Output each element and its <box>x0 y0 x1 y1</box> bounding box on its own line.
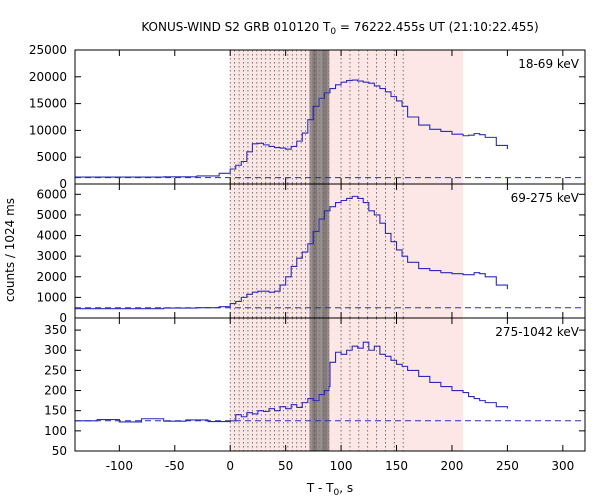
x-tick-label: 200 <box>441 459 464 473</box>
y-tick-label: 200 <box>44 384 67 398</box>
x-tick-label: 50 <box>278 459 293 473</box>
y-tick-label: 6000 <box>36 187 67 201</box>
x-tick-label: 100 <box>330 459 353 473</box>
x-tick-label: 150 <box>385 459 408 473</box>
shaded-interval <box>230 184 464 318</box>
x-tick-label: 0 <box>226 459 234 473</box>
chart-title: KONUS-WIND S2 GRB 010120 T0 = 76222.455s… <box>141 20 538 37</box>
x-tick-label: 250 <box>496 459 519 473</box>
x-axis-label: T - T0, s <box>306 481 353 498</box>
x-tick-label: -100 <box>106 459 133 473</box>
shaded-interval <box>230 50 464 184</box>
y-tick-label: 100 <box>44 424 67 438</box>
y-tick-label: 20000 <box>29 70 67 84</box>
y-tick-label: 50 <box>52 444 67 458</box>
panel-3: 50 100 150 200 250 300 350 275-1042 keV <box>44 317 586 458</box>
y-tick-label: 350 <box>44 323 67 337</box>
y-tick-label: 250 <box>44 363 67 377</box>
x-tick-label: 300 <box>551 459 574 473</box>
y-tick-label: 25000 <box>29 43 67 57</box>
energy-band-label: 275-1042 keV <box>495 325 579 339</box>
shaded-interval <box>230 318 464 451</box>
y-tick-label: 1000 <box>36 290 67 304</box>
y-axis-label: counts / 1024 ms <box>3 198 17 302</box>
energy-band-label: 69-275 keV <box>511 191 580 205</box>
y-tick-label: 300 <box>44 343 67 357</box>
y-tick-label: 4000 <box>36 229 67 243</box>
y-tick-label: 0 <box>59 177 67 191</box>
series-line <box>75 341 508 423</box>
panel-1: 0 5000 10000 15000 20000 25000 18-69 keV <box>29 43 586 191</box>
series-line <box>75 195 508 310</box>
y-tick-label: 15000 <box>29 97 67 111</box>
y-tick-label: 0 <box>59 311 67 325</box>
y-tick-label: 2000 <box>36 270 67 284</box>
energy-band-label: 18-69 keV <box>518 57 580 71</box>
y-tick-label: 5000 <box>36 208 67 222</box>
x-tick-label: -50 <box>165 459 185 473</box>
y-tick-label: 150 <box>44 404 67 418</box>
series-line <box>75 79 508 178</box>
y-tick-label: 10000 <box>29 123 67 137</box>
panel-2: 0 1000 2000 3000 4000 5000 6000 69-275 keV <box>36 183 586 325</box>
panel-frame <box>74 317 586 452</box>
y-tick-label: 5000 <box>36 150 67 164</box>
y-tick-label: 3000 <box>36 249 67 263</box>
